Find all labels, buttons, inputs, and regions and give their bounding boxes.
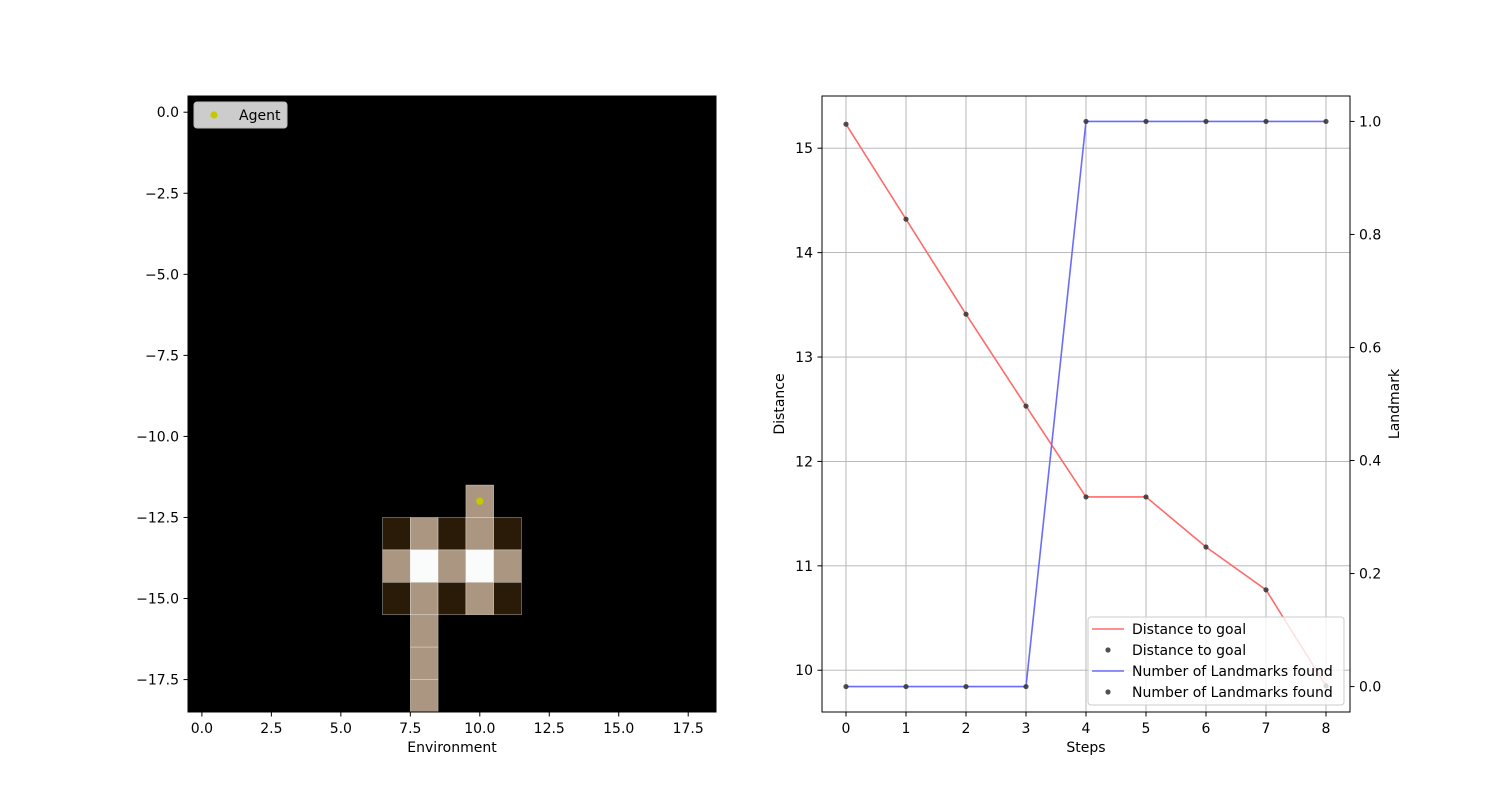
env-x-tick-label: 5.0 <box>330 721 352 737</box>
env-x-tick-label: 7.5 <box>399 721 421 737</box>
env-cell <box>493 517 522 551</box>
chart-y2-tick-label: 0.4 <box>1359 454 1381 470</box>
landmark-point <box>843 683 849 690</box>
env-y-tick-label: −17.5 <box>136 673 179 689</box>
chart-legend-label: Distance to goal <box>1132 622 1246 638</box>
distance-point <box>963 311 969 317</box>
env-y-tick-label: −10.0 <box>136 429 179 445</box>
chart-legend-marker-swatch <box>1105 647 1111 653</box>
env-y-tick-label: 0.0 <box>157 105 179 121</box>
env-x-tick-label: 2.5 <box>260 721 282 737</box>
chart-x-tick-label: 0 <box>842 721 851 737</box>
distance-point <box>1263 587 1269 593</box>
env-cell <box>465 517 494 551</box>
distance-point <box>1203 544 1209 550</box>
distance-point <box>1023 403 1029 409</box>
env-x-tick-label: 10.0 <box>464 721 495 737</box>
chart-x-tick-label: 2 <box>962 721 971 737</box>
env-y-tick-label: −2.5 <box>145 186 179 202</box>
chart-y-tick-label: 11 <box>795 559 813 575</box>
chart-x-tick-label: 1 <box>902 721 911 737</box>
env-cell <box>437 549 467 583</box>
env-legend-box <box>193 101 288 129</box>
chart-x-axis-label: Steps <box>1066 740 1105 756</box>
distance-point <box>1083 494 1089 500</box>
env-cell <box>493 549 522 583</box>
env-frame <box>187 95 717 713</box>
env-x-tick-label: 15.0 <box>603 721 634 737</box>
landmark-point <box>1143 118 1149 125</box>
chart-y2-tick-label: 0.0 <box>1359 680 1381 696</box>
landmark-point <box>903 683 909 690</box>
distance-point <box>903 216 909 222</box>
chart-x-tick-label: 3 <box>1022 721 1031 737</box>
chart-legend-label: Number of Landmarks found <box>1132 685 1333 701</box>
chart-y-tick-label: 13 <box>795 350 813 366</box>
chart-x-tick-label: 8 <box>1322 721 1331 737</box>
distance-point <box>843 121 849 127</box>
chart-legend-label: Number of Landmarks found <box>1132 664 1333 680</box>
chart-y2-axis-label: Landmark <box>1387 368 1403 439</box>
landmark-point <box>963 683 969 690</box>
env-cell <box>382 549 411 583</box>
chart-legend-marker-swatch <box>1105 689 1111 695</box>
agent-marker <box>476 497 484 505</box>
env-cell <box>410 646 439 680</box>
chart-y2-tick-label: 0.8 <box>1359 227 1381 243</box>
env-x-tick-label: 17.5 <box>673 721 704 737</box>
env-cell <box>410 517 439 551</box>
chart-y-tick-label: 10 <box>795 663 813 679</box>
env-x-tick-label: 12.5 <box>534 721 565 737</box>
env-cell <box>382 517 411 551</box>
chart-legend-box <box>1087 616 1345 706</box>
env-cell <box>410 582 439 616</box>
env-x-axis-label: Environment <box>407 740 497 756</box>
env-cell <box>465 582 494 616</box>
chart-legend-label: Distance to goal <box>1132 643 1246 659</box>
landmark-point <box>1023 683 1029 690</box>
env-legend-agent-label: Agent <box>239 108 281 124</box>
landmark-point <box>1323 118 1329 125</box>
env-cell <box>382 582 411 616</box>
env-cell <box>437 517 467 551</box>
chart-y-axis-label: Distance <box>772 373 788 434</box>
chart-x-tick-label: 6 <box>1202 721 1211 737</box>
landmark-point <box>1083 118 1089 125</box>
chart-y2-tick-label: 1.0 <box>1359 114 1381 130</box>
env-y-tick-label: −15.0 <box>136 592 179 608</box>
env-cell <box>437 582 467 616</box>
env-cell <box>410 679 439 713</box>
chart-y-tick-label: 14 <box>795 246 813 262</box>
landmark-point <box>1203 118 1209 125</box>
landmark-point <box>1263 118 1269 125</box>
env-x-tick-label: 0.0 <box>191 721 213 737</box>
env-cell <box>465 549 494 583</box>
env-cell <box>410 549 439 583</box>
chart-y2-tick-label: 0.2 <box>1359 567 1381 583</box>
distance-point <box>1143 494 1149 500</box>
env-background <box>188 96 716 712</box>
chart-x-tick-label: 5 <box>1142 721 1151 737</box>
env-y-tick-label: −7.5 <box>145 348 179 364</box>
chart-y-tick-label: 15 <box>795 141 813 157</box>
env-legend-agent-marker <box>210 111 218 119</box>
chart-x-tick-label: 4 <box>1082 721 1091 737</box>
env-cell <box>493 582 522 616</box>
env-y-tick-label: −5.0 <box>145 267 179 283</box>
chart-y2-tick-label: 0.6 <box>1359 340 1381 356</box>
chart-y-tick-label: 12 <box>795 454 813 470</box>
env-y-tick-label: −12.5 <box>136 510 179 526</box>
chart-x-tick-label: 7 <box>1262 721 1271 737</box>
env-cell <box>410 614 439 648</box>
